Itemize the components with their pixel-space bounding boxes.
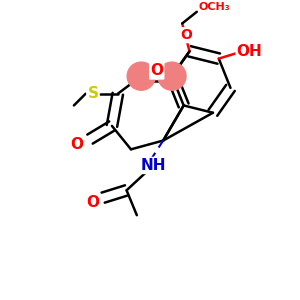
- Text: NH: NH: [140, 158, 166, 173]
- Text: O: O: [70, 137, 83, 152]
- Text: O: O: [180, 28, 192, 42]
- Text: OCH₃: OCH₃: [198, 2, 230, 11]
- Text: O: O: [150, 63, 163, 78]
- Text: O: O: [86, 194, 99, 209]
- Text: S: S: [87, 86, 98, 101]
- Circle shape: [158, 62, 186, 90]
- Text: OH: OH: [237, 44, 262, 59]
- Circle shape: [127, 62, 155, 90]
